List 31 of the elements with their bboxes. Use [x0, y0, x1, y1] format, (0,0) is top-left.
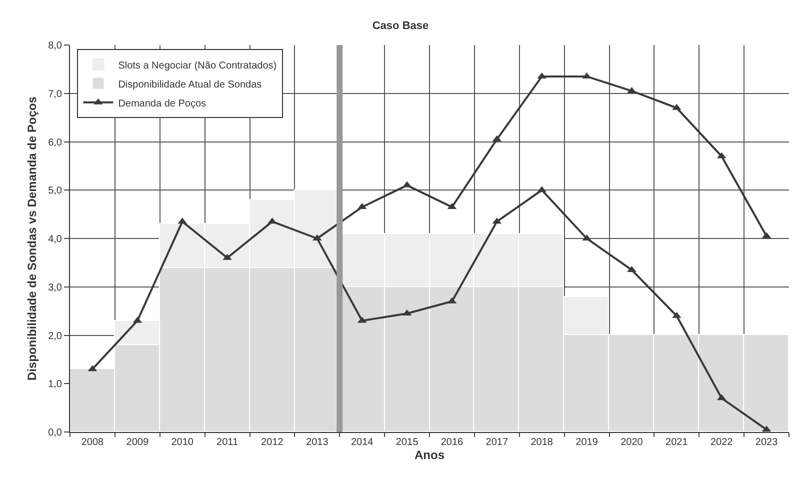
legend-label: Slots a Negociar (Não Contratados) — [118, 60, 277, 72]
x-tick-label: 2019 — [576, 437, 598, 448]
y-axis-title: Disponibilidade de Sondas vs Demanda de Poços — [25, 96, 39, 381]
legend-label: Disponibilidade Atual de Sondas — [118, 79, 262, 90]
y-tick-label: 8,0 — [48, 40, 62, 52]
y-tick-label: 3,0 — [48, 282, 62, 294]
x-tick-label: 2021 — [666, 437, 688, 448]
y-tick-label: 1,0 — [48, 379, 62, 390]
x-tick-label: 2015 — [396, 437, 419, 448]
x-tick-label: 2023 — [755, 437, 778, 448]
x-tick-label: 2020 — [620, 437, 644, 448]
y-tick-label: 6,0 — [48, 137, 62, 148]
x-tick-label: 2010 — [171, 437, 194, 448]
x-axis-title: Anos — [414, 448, 445, 462]
y-tick-label: 5,0 — [48, 186, 62, 197]
x-tick-label: 2009 — [126, 437, 149, 448]
x-tick-label: 2013 — [306, 437, 329, 448]
x-tick-label: 2012 — [261, 437, 284, 448]
x-tick-label: 2014 — [350, 437, 374, 448]
x-tick-label: 2022 — [710, 437, 734, 448]
x-tick-label: 2011 — [216, 437, 238, 448]
x-tick-label: 2017 — [486, 437, 508, 448]
y-tick-label: 0,0 — [48, 428, 62, 438]
x-tick-label: 2008 — [81, 437, 104, 448]
x-tick-label: 2016 — [440, 437, 464, 448]
x-tick-label: 2018 — [530, 437, 554, 448]
y-tick-label: 2,0 — [48, 330, 62, 342]
legend-label: Demanda de Poços — [118, 98, 206, 110]
y-tick-label: 7,0 — [48, 88, 62, 100]
y-tick-label: 4,0 — [48, 234, 62, 245]
chart-title: Caso Base — [372, 20, 429, 32]
